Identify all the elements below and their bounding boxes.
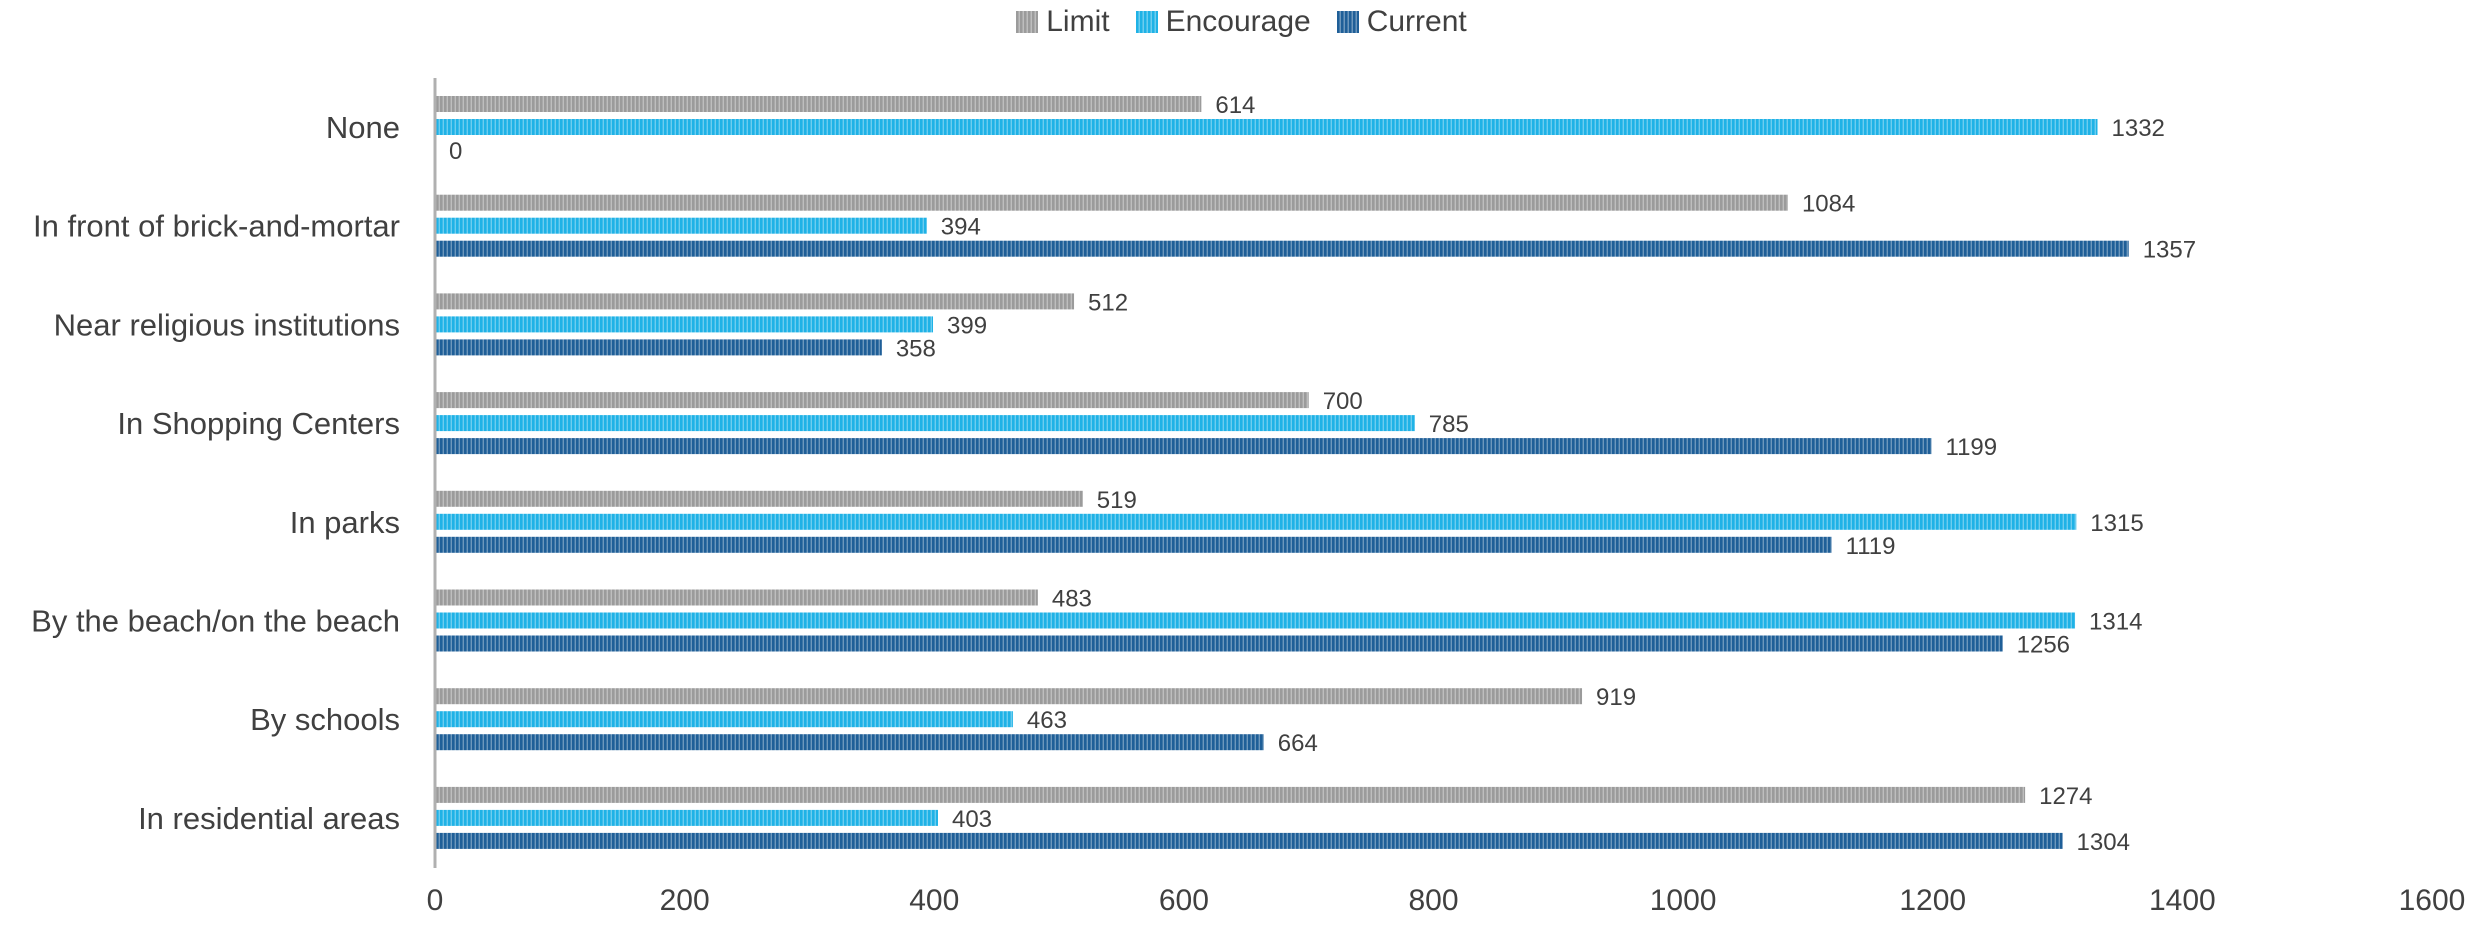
legend-item-current: Current <box>1336 5 1467 39</box>
legend-label-encourage: Encourage <box>1165 5 1311 38</box>
bar-encourage-in-front-of-brick-and-mortar <box>435 217 927 234</box>
category-label-by-the-beach-on-the-beach: By the beach/on the beach <box>31 604 400 639</box>
x-tick-label-1600: 1600 <box>2399 884 2466 917</box>
legend-swatch-encourage <box>1135 11 1158 33</box>
data-labels-layer: 614 1332 0 1084 394 1357 512 399 358 700 785 1199 51… <box>449 92 2196 856</box>
data-label-current-near-religious-institutions: 358 <box>896 335 936 362</box>
category-label-in-front-of-brick-and-mortar: In front of brick-and-mortar <box>33 209 400 244</box>
bar-current-in-residential-areas <box>435 832 2063 849</box>
legend: Limit Encourage Current <box>0 0 2483 44</box>
bar-encourage-in-residential-areas <box>435 809 938 826</box>
legend-item-encourage: Encourage <box>1135 5 1311 39</box>
bar-limit-by-the-beach-on-the-beach <box>435 589 1038 606</box>
category-label-near-religious-institutions: Near religious institutions <box>54 307 400 342</box>
data-label-encourage-in-parks: 1315 <box>2090 510 2143 537</box>
bar-current-in-parks <box>435 536 1832 553</box>
x-tick-label-1200: 1200 <box>1899 884 1966 917</box>
x-tick-label-600: 600 <box>1159 884 1209 917</box>
bar-current-by-schools <box>435 734 1264 751</box>
x-tick-label-200: 200 <box>660 884 710 917</box>
bar-current-in-front-of-brick-and-mortar <box>435 240 2129 257</box>
data-label-limit-in-shopping-centers: 700 <box>1323 388 1363 415</box>
bar-encourage-by-the-beach-on-the-beach <box>435 612 2076 629</box>
bar-current-near-religious-institutions <box>435 339 882 356</box>
category-labels-layer: None In front of brick-and-mortar Near rel… <box>31 110 400 836</box>
data-label-current-in-residential-areas: 1304 <box>2077 829 2130 856</box>
legend-item-limit: Limit <box>1016 5 1110 39</box>
bar-encourage-near-religious-institutions <box>435 316 934 333</box>
category-label-none: None <box>326 110 400 145</box>
x-tick-label-0: 0 <box>427 884 444 917</box>
bar-limit-none <box>435 96 1202 112</box>
bar-limit-in-front-of-brick-and-mortar <box>435 194 1788 211</box>
data-label-encourage-by-schools: 463 <box>1027 707 1067 734</box>
data-label-encourage-near-religious-institutions: 399 <box>947 312 987 339</box>
legend-label-current: Current <box>1366 5 1467 38</box>
bar-current-by-the-beach-on-the-beach <box>435 635 2003 652</box>
data-label-encourage-none: 1332 <box>2112 115 2165 142</box>
x-tick-label-1000: 1000 <box>1650 884 1717 917</box>
data-label-limit-by-schools: 919 <box>1596 684 1636 711</box>
bar-limit-by-schools <box>435 688 1583 705</box>
category-label-in-residential-areas: In residential areas <box>138 801 400 836</box>
bar-limit-near-religious-institutions <box>435 293 1075 310</box>
category-label-by-schools: By schools <box>250 702 400 737</box>
bar-current-in-shopping-centers <box>435 438 1932 455</box>
bar-limit-in-shopping-centers <box>435 392 1309 409</box>
legend-swatch-limit <box>1016 11 1039 33</box>
bar-limit-in-parks <box>435 490 1083 507</box>
legend-swatch-current <box>1336 11 1359 33</box>
data-label-current-none: 0 <box>449 138 462 165</box>
data-label-limit-none: 614 <box>1215 92 1255 119</box>
data-label-encourage-by-the-beach-on-the-beach: 1314 <box>2089 609 2142 636</box>
bar-encourage-by-schools <box>435 711 1013 728</box>
data-label-encourage-in-front-of-brick-and-mortar: 394 <box>941 214 981 241</box>
x-tick-label-800: 800 <box>1408 884 1458 917</box>
data-label-limit-near-religious-institutions: 512 <box>1088 289 1128 316</box>
x-tick-labels-layer: 0 200 400 600 800 1000 1200 1400 1600 <box>427 884 2466 917</box>
data-label-current-in-front-of-brick-and-mortar: 1357 <box>2143 237 2196 264</box>
data-label-current-in-shopping-centers: 1199 <box>1946 434 1998 461</box>
category-label-in-shopping-centers: In Shopping Centers <box>117 406 400 441</box>
data-label-limit-in-front-of-brick-and-mortar: 1084 <box>1802 191 1855 218</box>
x-tick-label-1400: 1400 <box>2149 884 2216 917</box>
bars-layer <box>435 96 2129 849</box>
category-label-in-parks: In parks <box>290 505 400 540</box>
x-tick-label-400: 400 <box>909 884 959 917</box>
bar-encourage-none <box>435 119 2098 135</box>
data-label-encourage-in-shopping-centers: 785 <box>1429 411 1469 438</box>
data-label-encourage-in-residential-areas: 403 <box>952 806 992 833</box>
data-label-limit-in-parks: 519 <box>1097 487 1137 514</box>
data-label-current-by-schools: 664 <box>1278 730 1318 757</box>
data-label-current-in-parks: 1119 <box>1846 533 1896 560</box>
data-label-current-by-the-beach-on-the-beach: 1256 <box>2017 632 2070 659</box>
data-label-limit-by-the-beach-on-the-beach: 483 <box>1052 586 1092 613</box>
legend-label-limit: Limit <box>1046 5 1110 38</box>
bar-encourage-in-parks <box>435 513 2077 530</box>
data-label-limit-in-residential-areas: 1274 <box>2039 783 2092 810</box>
bar-encourage-in-shopping-centers <box>435 415 1415 432</box>
bar-limit-in-residential-areas <box>435 786 2026 803</box>
